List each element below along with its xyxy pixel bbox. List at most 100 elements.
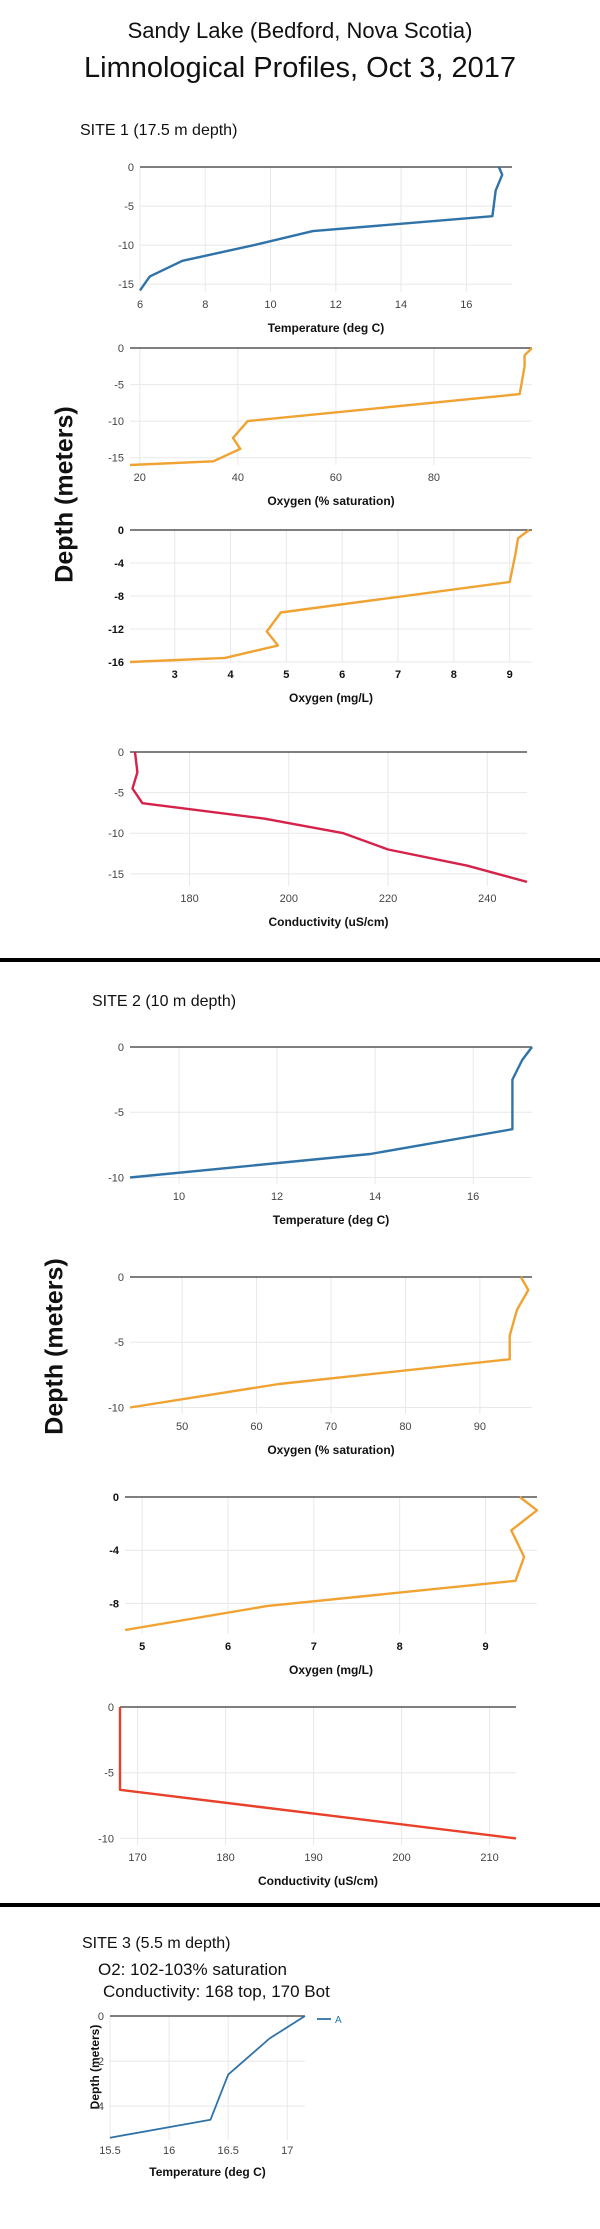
profile-line (139, 166, 504, 292)
y-tick-label: -10 (108, 828, 124, 840)
y-tick-label: 0 (118, 525, 124, 537)
y-tick-label: 0 (118, 1272, 124, 1284)
x-tick-label: 10 (173, 1191, 185, 1203)
y-tick-label: 0 (108, 1702, 114, 1714)
x-tick-label: 6 (339, 669, 345, 681)
x-tick-label: 70 (325, 1421, 337, 1433)
x-tick-label: 15.5 (99, 2145, 120, 2157)
x-tick-label: 14 (369, 1191, 381, 1203)
x-tick-label: 16 (163, 2145, 175, 2157)
x-tick-label: 90 (474, 1421, 486, 1433)
site2-separator (0, 1903, 600, 1907)
x-tick-label: 9 (482, 1641, 488, 1653)
y-tick-label: -10 (108, 1172, 124, 1184)
site3-temperature-chart: 15.5 16 16.5 17 0 -2 -4 Temperature (deg C) A (94, 2011, 342, 2179)
y-tick-label: -10 (98, 1833, 114, 1845)
y-tick-label: 0 (118, 343, 124, 355)
x-tick-label: 14 (395, 299, 407, 311)
x-tick-label: 200 (392, 1852, 410, 1864)
profile-line (124, 1496, 539, 1632)
profile-line (118, 1707, 517, 1840)
x-tick-label: 40 (232, 472, 244, 484)
x-tick-label: 9 (507, 669, 513, 681)
x-tick-label: 80 (428, 472, 440, 484)
site1-label: SITE 1 (17.5 m depth) (80, 122, 238, 139)
x-tick-label: 16 (467, 1191, 479, 1203)
x-tick-label: 7 (311, 1641, 317, 1653)
site2-temperature-chart: 10 12 14 16 0 -5 -10 Temperature (deg C) (108, 1042, 533, 1227)
y-tick-label: 0 (128, 162, 134, 174)
site1-temperature-chart: 6 8 10 12 14 16 0 -5 -10 -15 Temperature (deg C) (118, 162, 512, 335)
x-tick-label: 190 (304, 1852, 322, 1864)
x-axis-label: Oxygen (% saturation) (267, 494, 394, 508)
site3-label: SITE 3 (5.5 m depth) (82, 1935, 231, 1952)
x-axis-label: Oxygen (mg/L) (289, 691, 373, 705)
x-axis-label: Conductivity (uS/cm) (268, 915, 388, 929)
x-tick-label: 220 (379, 893, 397, 905)
y-tick-label: -4 (114, 558, 125, 570)
y-tick-label: -16 (108, 657, 124, 669)
title-line-1: Sandy Lake (Bedford, Nova Scotia) (127, 18, 473, 43)
y-tick-label: -5 (104, 1768, 114, 1780)
y-tick-label: -10 (108, 416, 124, 428)
x-tick-label: 8 (397, 1641, 403, 1653)
y-tick-label: 0 (118, 1042, 124, 1054)
y-tick-label: -5 (114, 1337, 124, 1349)
x-tick-label: 17 (281, 2145, 293, 2157)
site2-oxygen-saturation-chart: 50 60 70 80 90 0 -5 -10 Oxygen (% saturation) (108, 1272, 532, 1457)
legend-label: A (335, 2015, 342, 2026)
x-axis-label: Temperature (deg C) (273, 1213, 389, 1227)
profile-line (131, 751, 528, 884)
y-tick-label: -10 (108, 1402, 124, 1414)
x-tick-label: 6 (137, 299, 143, 311)
site3-conductivity-note: Conductivity: 168 top, 170 Bot (103, 1982, 330, 2001)
y-tick-label: -15 (118, 279, 134, 291)
y-tick-label: 0 (98, 2011, 104, 2023)
x-tick-label: 12 (271, 1191, 283, 1203)
x-tick-label: 10 (264, 299, 276, 311)
site1-separator (0, 958, 600, 962)
site2-conductivity-chart: 170 180 190 200 210 0 -5 -10 Conductivity (uS/cm… (98, 1702, 517, 1888)
x-tick-label: 180 (180, 893, 198, 905)
y-tick-label: 0 (113, 1492, 119, 1504)
x-tick-label: 60 (250, 1421, 262, 1433)
profile-line (109, 2015, 306, 2139)
x-tick-label: 50 (176, 1421, 188, 1433)
x-tick-label: 5 (139, 1641, 145, 1653)
x-tick-label: 7 (395, 669, 401, 681)
y-tick-label: -10 (118, 240, 134, 252)
y-tick-label: -5 (124, 201, 134, 213)
x-tick-label: 16.5 (217, 2145, 238, 2157)
x-tick-label: 80 (399, 1421, 411, 1433)
x-axis-label: Temperature (deg C) (149, 2165, 265, 2179)
y-tick-label: -4 (109, 1545, 120, 1557)
x-tick-label: 200 (280, 893, 298, 905)
x-axis-label: Temperature (deg C) (268, 321, 384, 335)
x-axis-label: Oxygen (% saturation) (267, 1443, 394, 1457)
title-line-2: Limnological Profiles, Oct 3, 2017 (84, 52, 516, 84)
x-tick-label: 12 (330, 299, 342, 311)
x-tick-label: 5 (283, 669, 289, 681)
y-tick-label: -15 (108, 453, 124, 465)
x-tick-label: 3 (172, 669, 178, 681)
x-tick-label: 6 (225, 1641, 231, 1653)
site3-oxygen-note: O2: 102-103% saturation (98, 1960, 288, 1979)
x-tick-label: 60 (330, 472, 342, 484)
x-tick-label: 170 (128, 1852, 146, 1864)
x-axis-label: Oxygen (mg/L) (289, 1663, 373, 1677)
profile-line (129, 347, 533, 467)
site2-oxygen-mgl-chart: 5 6 7 8 9 0 -4 -8 Oxygen (mg/L) (109, 1492, 539, 1677)
y-tick-label: -12 (108, 624, 124, 636)
x-tick-label: 4 (227, 669, 234, 681)
y-tick-label: -2 (94, 2056, 104, 2068)
y-tick-label: -5 (114, 380, 124, 392)
site1-conductivity-chart: 180 200 220 240 0 -5 -10 -15 Conductivity (uS/cm… (108, 747, 528, 929)
x-tick-label: 240 (478, 893, 496, 905)
site1-oxygen-saturation-chart: 20 40 60 80 0 -5 -10 -15 Oxygen (% saturation) (108, 343, 533, 508)
y-tick-label: -5 (114, 1107, 124, 1119)
x-tick-label: 16 (460, 299, 472, 311)
x-tick-label: 210 (480, 1852, 498, 1864)
x-tick-label: 180 (216, 1852, 234, 1864)
y-tick-label: -5 (114, 788, 124, 800)
y-tick-label: -4 (94, 2101, 104, 2113)
